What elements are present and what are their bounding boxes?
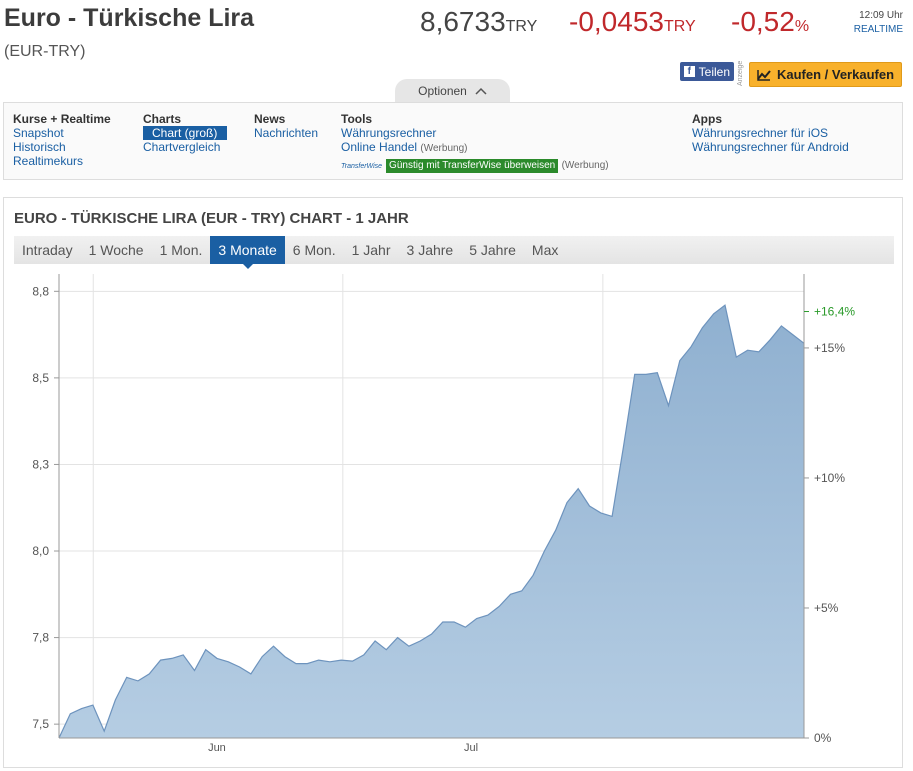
share-button[interactable]: f Teilen [680, 62, 734, 81]
werbung-label: (Werbung) [420, 143, 468, 154]
y-tick-label: 8,8 [32, 284, 49, 298]
tools-heading: Tools [341, 112, 373, 126]
chart-trend-icon [757, 69, 771, 81]
chevron-up-icon [475, 87, 487, 95]
link-waehrungsrechner[interactable]: Währungsrechner [341, 126, 437, 140]
period-tabs: Intraday 1 Woche 1 Mon. 3 Monate 6 Mon. 1 Jah… [14, 236, 894, 269]
link-app-android[interactable]: Währungsrechner für Android [692, 140, 849, 154]
options-col-tools: Tools Währungsrechner Online Handel (Wer… [341, 112, 609, 174]
symbol-label: (EUR-TRY) [4, 43, 86, 60]
link-nachrichten[interactable]: Nachrichten [254, 126, 319, 140]
price-value: 8,6733 [420, 6, 506, 37]
link-online-handel[interactable]: Online Handel [341, 140, 418, 154]
options-col-news: News Nachrichten [254, 112, 318, 140]
news-heading: News [254, 112, 286, 126]
price-quote: 8,6733TRY [420, 6, 537, 38]
realtime-label[interactable]: REALTIME [853, 24, 903, 35]
link-historisch[interactable]: Historisch [13, 140, 66, 154]
change-value: -0,0453 [569, 6, 664, 37]
transferwise-werbung-label: (Werbung) [561, 160, 609, 171]
last-pct-label: +16,4% [814, 305, 855, 319]
link-app-ios[interactable]: Währungsrechner für iOS [692, 126, 829, 140]
page-title: Euro - Türkische Lira [4, 4, 255, 32]
y-tick-label: 8,3 [32, 457, 49, 471]
share-label: Teilen [698, 64, 730, 79]
link-chartvergleich[interactable]: Chartvergleich [143, 140, 221, 154]
pct-tick-label: 0% [814, 731, 832, 745]
buy-sell-label: Kaufen / Verkaufen [776, 67, 895, 82]
chart-panel: EURO - TÜRKISCHE LIRA (EUR - TRY) CHART … [3, 197, 903, 768]
y-tick-label: 8,0 [32, 544, 49, 558]
y-tick-label: 8,5 [32, 371, 49, 385]
chart-title: EURO - TÜRKISCHE LIRA (EUR - TRY) CHART … [14, 210, 409, 227]
charts-heading: Charts [143, 112, 182, 126]
tab-intraday[interactable]: Intraday [22, 242, 73, 258]
tab-1-mon-[interactable]: 1 Mon. [159, 242, 203, 258]
pct-tick-label: +5% [814, 601, 839, 615]
change-quote: -0,0453TRY [569, 6, 696, 38]
quote-time: 12:09 Uhr REALTIME [854, 9, 903, 37]
price-area [59, 305, 804, 738]
facebook-icon: f [684, 66, 695, 77]
pct-unit: % [794, 18, 810, 35]
options-col-charts: Charts Chart (groß) Chartvergleich [143, 112, 228, 154]
time-value: 12:09 Uhr [859, 10, 903, 21]
tab-3-monate[interactable]: 3 Monate [210, 236, 285, 269]
options-col-kurse: Kurse + Realtime Snapshot Historisch Rea… [13, 112, 111, 168]
pct-tick-label: +15% [814, 341, 845, 355]
tab-max[interactable]: Max [531, 242, 559, 258]
buy-sell-button[interactable]: Kaufen / Verkaufen [749, 62, 902, 87]
options-label: Optionen [418, 84, 467, 98]
options-toggle[interactable]: Optionen [395, 79, 510, 103]
x-tick-label: Jul [464, 742, 478, 754]
y-tick-label: 7,5 [32, 717, 49, 731]
link-realtimekurs[interactable]: Realtimekurs [13, 154, 84, 168]
tab-5-jahre[interactable]: 5 Jahre [469, 242, 516, 258]
change-pct-quote: -0,52% [731, 6, 809, 38]
change-unit: TRY [663, 18, 696, 35]
apps-heading: Apps [692, 112, 722, 126]
kurse-heading: Kurse + Realtime [13, 112, 111, 126]
transferwise-button[interactable]: Günstig mit TransferWise überweisen [386, 159, 559, 173]
transferwise-logo: TransferWise [341, 163, 383, 170]
ad-tag: Anzeige [737, 60, 744, 86]
options-panel: Kurse + Realtime Snapshot Historisch Rea… [3, 102, 903, 180]
price-chart[interactable]: 8,8 8,5 8,3 8,0 7,8 7,5 +15% +10% +5% 0% +16,4% Jun… [4, 198, 904, 769]
link-snapshot[interactable]: Snapshot [13, 126, 64, 140]
x-tick-label: Jun [208, 742, 226, 754]
tab-1-woche[interactable]: 1 Woche [88, 242, 144, 258]
pct-tick-label: +10% [814, 471, 845, 485]
change-pct-value: -0,52 [731, 6, 795, 37]
options-col-apps: Apps Währungsrechner für iOS Währungsrec… [692, 112, 849, 154]
price-unit: TRY [505, 18, 538, 35]
y-tick-label: 7,8 [32, 631, 49, 645]
price-line [58, 304, 805, 739]
tab-1-jahr[interactable]: 1 Jahr [351, 242, 391, 258]
link-chart-gross[interactable]: Chart (groß) [143, 126, 228, 140]
tab-3-jahre[interactable]: 3 Jahre [406, 242, 454, 258]
tab-6-mon-[interactable]: 6 Mon. [292, 242, 336, 258]
